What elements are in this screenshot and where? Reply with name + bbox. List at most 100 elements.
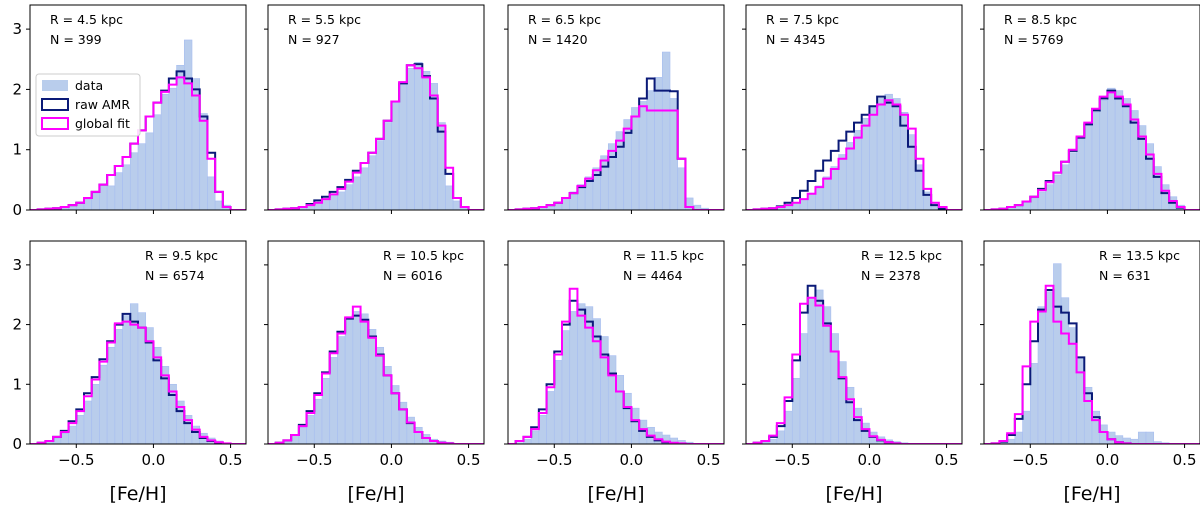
data-bar xyxy=(1145,431,1155,444)
count-label: N = 6016 xyxy=(383,268,443,283)
panel-5: R = 8.5 kpc N = 5769 xyxy=(980,4,1200,214)
panel-frame xyxy=(745,240,963,445)
data-bar xyxy=(1045,184,1054,210)
data-bar xyxy=(1053,174,1062,210)
data-bar xyxy=(321,378,331,444)
legend-label: data xyxy=(75,78,103,93)
data-bar xyxy=(1122,98,1131,210)
panel-9: −0.5 0.0 0.5 [Fe/H] R = 12.5 kpc N = 2378 xyxy=(742,240,963,505)
global-fit-line xyxy=(30,320,246,444)
global-fit-line xyxy=(508,287,724,444)
global-fit-line xyxy=(508,105,724,210)
panel-plot-area xyxy=(30,39,246,210)
data-bar xyxy=(615,375,625,444)
data-bar xyxy=(1068,152,1077,210)
data-bar xyxy=(685,197,694,210)
legend-label: global fit xyxy=(75,116,130,131)
data-bar xyxy=(845,386,855,444)
legend: data raw AMR global fit xyxy=(35,73,141,137)
data-bar xyxy=(1014,431,1023,444)
panel-frame xyxy=(29,4,247,211)
data-bar xyxy=(52,437,62,444)
x-tick-label: 0.5 xyxy=(697,451,721,469)
data-bar xyxy=(106,185,116,210)
data-bar xyxy=(892,98,901,210)
panel-4: R = 7.5 kpc N = 4345 xyxy=(742,4,963,214)
data-bar xyxy=(114,329,123,444)
x-axis-label: [Fe/H] xyxy=(109,483,166,505)
data-bar xyxy=(553,360,563,444)
data-bar xyxy=(807,192,816,210)
data-bar xyxy=(776,430,785,444)
data-bar xyxy=(199,113,208,210)
data-bar xyxy=(329,194,338,210)
y-tick-label: 0 xyxy=(12,435,22,453)
data-bar xyxy=(344,318,354,444)
data-bar xyxy=(344,184,354,210)
y-tick-label: 2 xyxy=(12,80,22,98)
data-bar xyxy=(899,112,909,210)
data-bar xyxy=(290,435,300,444)
panel-frame xyxy=(507,240,725,445)
data-bar xyxy=(1099,424,1108,444)
global-fit-line xyxy=(746,296,962,444)
data-bar xyxy=(321,198,331,210)
data-bar xyxy=(561,330,571,444)
data-bar xyxy=(421,434,431,444)
data-bar xyxy=(631,407,640,444)
global-fit-line xyxy=(746,99,962,210)
data-bar xyxy=(661,51,671,210)
data-bar xyxy=(861,422,870,444)
data-bar xyxy=(1114,90,1124,210)
data-bar xyxy=(861,118,870,210)
data-bar xyxy=(452,200,462,210)
radius-label: R = 5.5 kpc xyxy=(288,12,361,27)
data-bar xyxy=(600,155,609,210)
data-bar xyxy=(553,202,563,210)
x-tick-label: −0.5 xyxy=(536,451,572,469)
y-tick-label: 1 xyxy=(12,375,22,393)
data-bar xyxy=(1029,363,1039,444)
global-fit-line xyxy=(984,284,1200,444)
x-axis-label: [Fe/H] xyxy=(347,483,404,505)
data-bar xyxy=(807,297,816,444)
data-bar xyxy=(1053,263,1062,444)
radius-label: R = 4.5 kpc xyxy=(50,12,123,27)
panel-plot-area xyxy=(984,87,1200,210)
data-bar xyxy=(1022,202,1031,210)
y-tick-label: 0 xyxy=(12,201,22,219)
x-tick-label: 0.0 xyxy=(619,451,643,469)
data-bar xyxy=(523,438,532,444)
data-bar xyxy=(60,432,69,444)
data-bar xyxy=(561,197,571,210)
data-bar xyxy=(375,140,385,210)
radius-label: R = 6.5 kpc xyxy=(528,12,601,27)
panel-frame xyxy=(983,4,1200,211)
data-bar xyxy=(83,400,93,444)
x-tick-label: 0.5 xyxy=(935,451,959,469)
data-bar xyxy=(1083,386,1093,444)
panel-plot-area xyxy=(746,93,962,210)
data-bar xyxy=(445,185,454,210)
data-bar xyxy=(530,430,540,444)
data-bar xyxy=(367,329,377,444)
data-bar xyxy=(607,355,617,444)
data-bar xyxy=(646,90,655,210)
panel-plot-area xyxy=(268,305,484,444)
data-bar xyxy=(352,176,361,210)
y-tick-label: 3 xyxy=(12,20,22,38)
data-bar xyxy=(298,426,307,444)
data-bar xyxy=(313,398,323,444)
x-axis-label: [Fe/H] xyxy=(1063,483,1120,505)
data-bar xyxy=(838,361,847,444)
data-bar xyxy=(884,93,893,210)
data-bar xyxy=(1137,431,1147,444)
data-bar xyxy=(91,383,100,444)
x-tick-label: 0.0 xyxy=(1095,451,1119,469)
data-bar xyxy=(638,101,648,210)
data-bar xyxy=(145,132,154,210)
panel-frame xyxy=(983,240,1200,445)
count-label: N = 2378 xyxy=(861,268,921,283)
data-bar xyxy=(313,202,323,210)
y-tick-label: 3 xyxy=(12,256,22,274)
